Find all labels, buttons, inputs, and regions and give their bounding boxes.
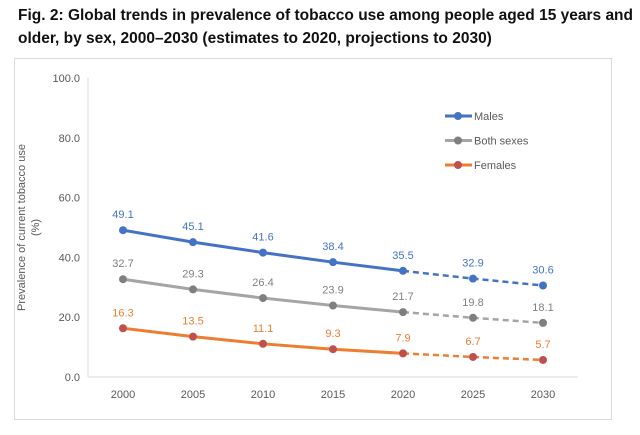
legend-marker: [454, 161, 462, 169]
y-axis-label: Prevalence of current tobacco use (%): [16, 144, 42, 311]
x-tick-label: 2025: [461, 389, 485, 401]
data-point: [259, 339, 267, 348]
legend-label: Both sexes: [474, 136, 529, 148]
data-label: 29.3: [182, 268, 203, 280]
chart-title: Fig. 2: Global trends in prevalence of t…: [18, 7, 633, 47]
data-point: [399, 349, 407, 358]
data-point: [119, 226, 127, 235]
data-label: 16.3: [112, 307, 133, 319]
data-label: 49.1: [112, 209, 133, 221]
data-label: 32.9: [462, 258, 483, 270]
data-point: [539, 318, 547, 327]
data-label: 30.6: [532, 265, 553, 277]
legend-label: Males: [474, 111, 504, 123]
data-point: [469, 274, 477, 283]
data-label: 13.5: [182, 316, 203, 328]
y-tick-label: 100.0: [52, 73, 80, 85]
data-label: 6.7: [465, 336, 480, 348]
y-tick-label: 80.0: [59, 133, 80, 145]
data-label: 19.8: [462, 297, 483, 309]
data-point: [259, 294, 267, 303]
legend-marker: [454, 112, 462, 120]
data-point: [329, 258, 337, 267]
data-label: 38.4: [322, 241, 343, 253]
data-label: 18.1: [532, 302, 553, 314]
x-tick-label: 2030: [531, 389, 555, 401]
data-label: 41.6: [252, 232, 273, 244]
y-tick-label: 0.0: [65, 372, 80, 384]
x-tick-label: 2005: [181, 389, 205, 401]
data-point: [189, 332, 197, 341]
y-tick-label: 40.0: [59, 252, 80, 264]
data-label: 7.9: [395, 332, 410, 344]
data-label: 26.4: [252, 277, 273, 289]
x-tick-label: 2010: [251, 389, 275, 401]
data-point: [329, 345, 337, 354]
data-label: 11.1: [253, 323, 274, 335]
data-point: [539, 355, 547, 364]
chart-frame: [14, 58, 612, 420]
data-point: [399, 266, 407, 275]
data-label: 9.3: [325, 328, 340, 340]
data-point: [399, 308, 407, 317]
data-point: [469, 352, 477, 361]
y-tick-label: 20.0: [59, 312, 80, 324]
data-point: [119, 324, 127, 333]
data-point: [189, 285, 197, 294]
data-label: 35.5: [392, 250, 413, 262]
data-label: 32.7: [112, 258, 133, 270]
data-point: [259, 248, 267, 257]
data-label: 45.1: [182, 221, 203, 233]
legend-marker: [454, 136, 462, 145]
data-point: [539, 281, 547, 290]
y-tick-label: 60.0: [59, 193, 80, 205]
data-point: [469, 313, 477, 322]
data-point: [119, 275, 127, 284]
x-tick-label: 2020: [391, 389, 415, 401]
data-label: 21.7: [392, 291, 413, 303]
data-label: 5.7: [535, 339, 550, 351]
data-point: [189, 238, 197, 247]
data-label: 23.9: [322, 285, 343, 297]
data-point: [329, 301, 337, 310]
x-tick-label: 2000: [111, 389, 135, 401]
x-tick-label: 2015: [321, 389, 345, 401]
legend-label: Females: [474, 160, 517, 172]
